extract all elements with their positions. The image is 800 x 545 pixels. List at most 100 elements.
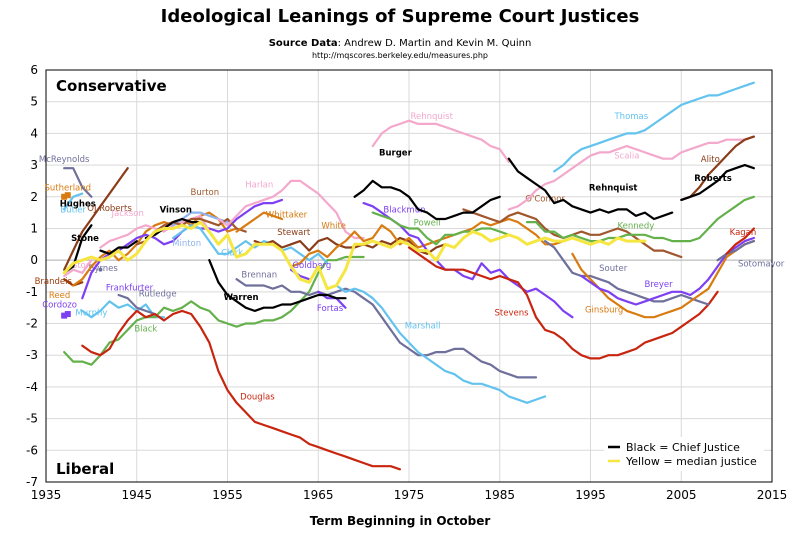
series-line	[144, 217, 202, 240]
series-label: Kennedy	[617, 221, 654, 231]
series-line	[571, 240, 755, 319]
series-label: O'Connor	[525, 195, 565, 205]
series-mcreynolds: McReynolds	[39, 155, 93, 198]
series-line	[62, 220, 647, 291]
series-label: Harlan	[245, 180, 273, 190]
series-label: Goldberg	[292, 261, 331, 271]
series-line	[289, 217, 565, 268]
series-label: Sutherland	[44, 183, 91, 193]
data-point	[61, 193, 68, 200]
series-label: Murphy	[75, 309, 107, 319]
series-label: Stevens	[495, 309, 530, 319]
series-scalia: Scalia	[507, 135, 755, 211]
series-line	[716, 240, 755, 262]
y-tick-label: -2	[26, 317, 38, 331]
series-douglas: Douglas	[81, 309, 401, 471]
series-label: Blackmun	[383, 206, 425, 216]
series-label: Stone	[72, 261, 97, 271]
series-label: Souter	[599, 264, 628, 274]
series-label: Frankfurter	[106, 283, 154, 293]
series-line	[680, 164, 755, 201]
series-rehnquist: Rehnquist	[507, 157, 674, 221]
series-label: Stewart	[277, 228, 311, 238]
series-line	[63, 167, 129, 271]
series-label: Warren	[224, 293, 259, 303]
series-label: Jackson	[111, 209, 144, 219]
series-line	[525, 195, 755, 243]
series-murphy: Murphy	[75, 300, 166, 319]
subtitle-text: : Andrew D. Martin and Kevin M. Quinn	[337, 38, 532, 49]
series-label: Roberts	[694, 174, 732, 184]
series-souter: Souter	[544, 240, 710, 306]
y-tick-label: 6	[30, 63, 38, 77]
legend-box	[604, 437, 764, 471]
series-label: Scalia	[614, 152, 639, 162]
x-tick-label: 1945	[121, 488, 152, 502]
series-label: Douglas	[240, 393, 275, 403]
data-point	[64, 311, 71, 318]
annotation-liberal: Liberal	[56, 460, 114, 478]
series-reed: Reed	[49, 211, 238, 301]
series-line	[407, 246, 719, 360]
x-tick-label: 1965	[303, 488, 334, 502]
series-burger: Burger	[353, 149, 501, 221]
series-label: Clark	[221, 248, 243, 258]
series-kagan: Kagan	[725, 227, 757, 255]
series-label: OJ Roberts	[87, 204, 132, 214]
series-line	[208, 259, 347, 312]
series-label: Rehnquist	[589, 183, 638, 193]
series-label: Marshall	[405, 321, 441, 331]
series-oj-roberts: OJ Roberts	[63, 167, 132, 271]
series-line	[172, 224, 329, 265]
y-tick-label: -4	[26, 380, 38, 394]
series-byrnes: Byrnes	[89, 264, 119, 274]
chart-title: Ideological Leanings of Supreme Court Ju…	[160, 6, 640, 27]
series-median	[62, 220, 647, 291]
series-label: Kagan	[730, 228, 757, 238]
series-label: Breyer	[645, 280, 674, 290]
series-line	[63, 192, 84, 211]
series-label: Hughes	[60, 199, 96, 209]
series-label: Rutledge	[139, 290, 177, 300]
series-label: Powell	[414, 218, 441, 228]
series-harlan: Harlan	[217, 179, 365, 240]
series-label: Fortas	[317, 304, 344, 314]
series-label: White	[321, 221, 346, 231]
series-line	[235, 278, 538, 379]
series-line	[725, 227, 755, 255]
series-warren: Warren	[208, 259, 347, 312]
series-line	[507, 135, 755, 211]
series-line	[335, 284, 547, 404]
series-powell: Powell	[371, 211, 510, 246]
series-clark: Clark	[172, 224, 329, 265]
chart-subtitle: Source Data: Andrew D. Martin and Kevin …	[0, 38, 800, 49]
x-tick-label: 1985	[484, 488, 515, 502]
y-tick-label: 2	[30, 190, 38, 204]
series-line	[63, 259, 93, 278]
x-tick-label: 1995	[575, 488, 606, 502]
series-stone: Stone	[63, 259, 97, 278]
series-line	[63, 167, 93, 198]
x-tick-label: 1975	[394, 488, 425, 502]
series-cordozo: Cordozo	[42, 301, 77, 319]
series-line	[371, 119, 510, 163]
data-point	[98, 267, 103, 272]
plot-frame	[45, 69, 773, 483]
series-label: Black	[134, 324, 157, 334]
x-tick-label: 2015	[757, 488, 788, 502]
series-rehnquist: Rehnquist	[371, 112, 510, 163]
y-tick-label: -6	[26, 443, 38, 457]
data-point	[64, 192, 71, 199]
y-tick-label: 1	[30, 221, 38, 235]
series-ginsburg: Ginsburg	[571, 240, 755, 319]
source-url: http://mqscores.berkeley.edu/measures.ph…	[311, 51, 489, 60]
series-label: McReynolds	[39, 155, 90, 165]
series-roberts: Roberts	[680, 164, 755, 201]
series-line	[81, 300, 166, 319]
series-stone: Stone	[71, 234, 138, 255]
series-marshall: Marshall	[335, 284, 547, 404]
series-label: Butler	[60, 206, 86, 216]
series-label: Minton	[172, 239, 201, 249]
series-white: White	[289, 217, 565, 268]
